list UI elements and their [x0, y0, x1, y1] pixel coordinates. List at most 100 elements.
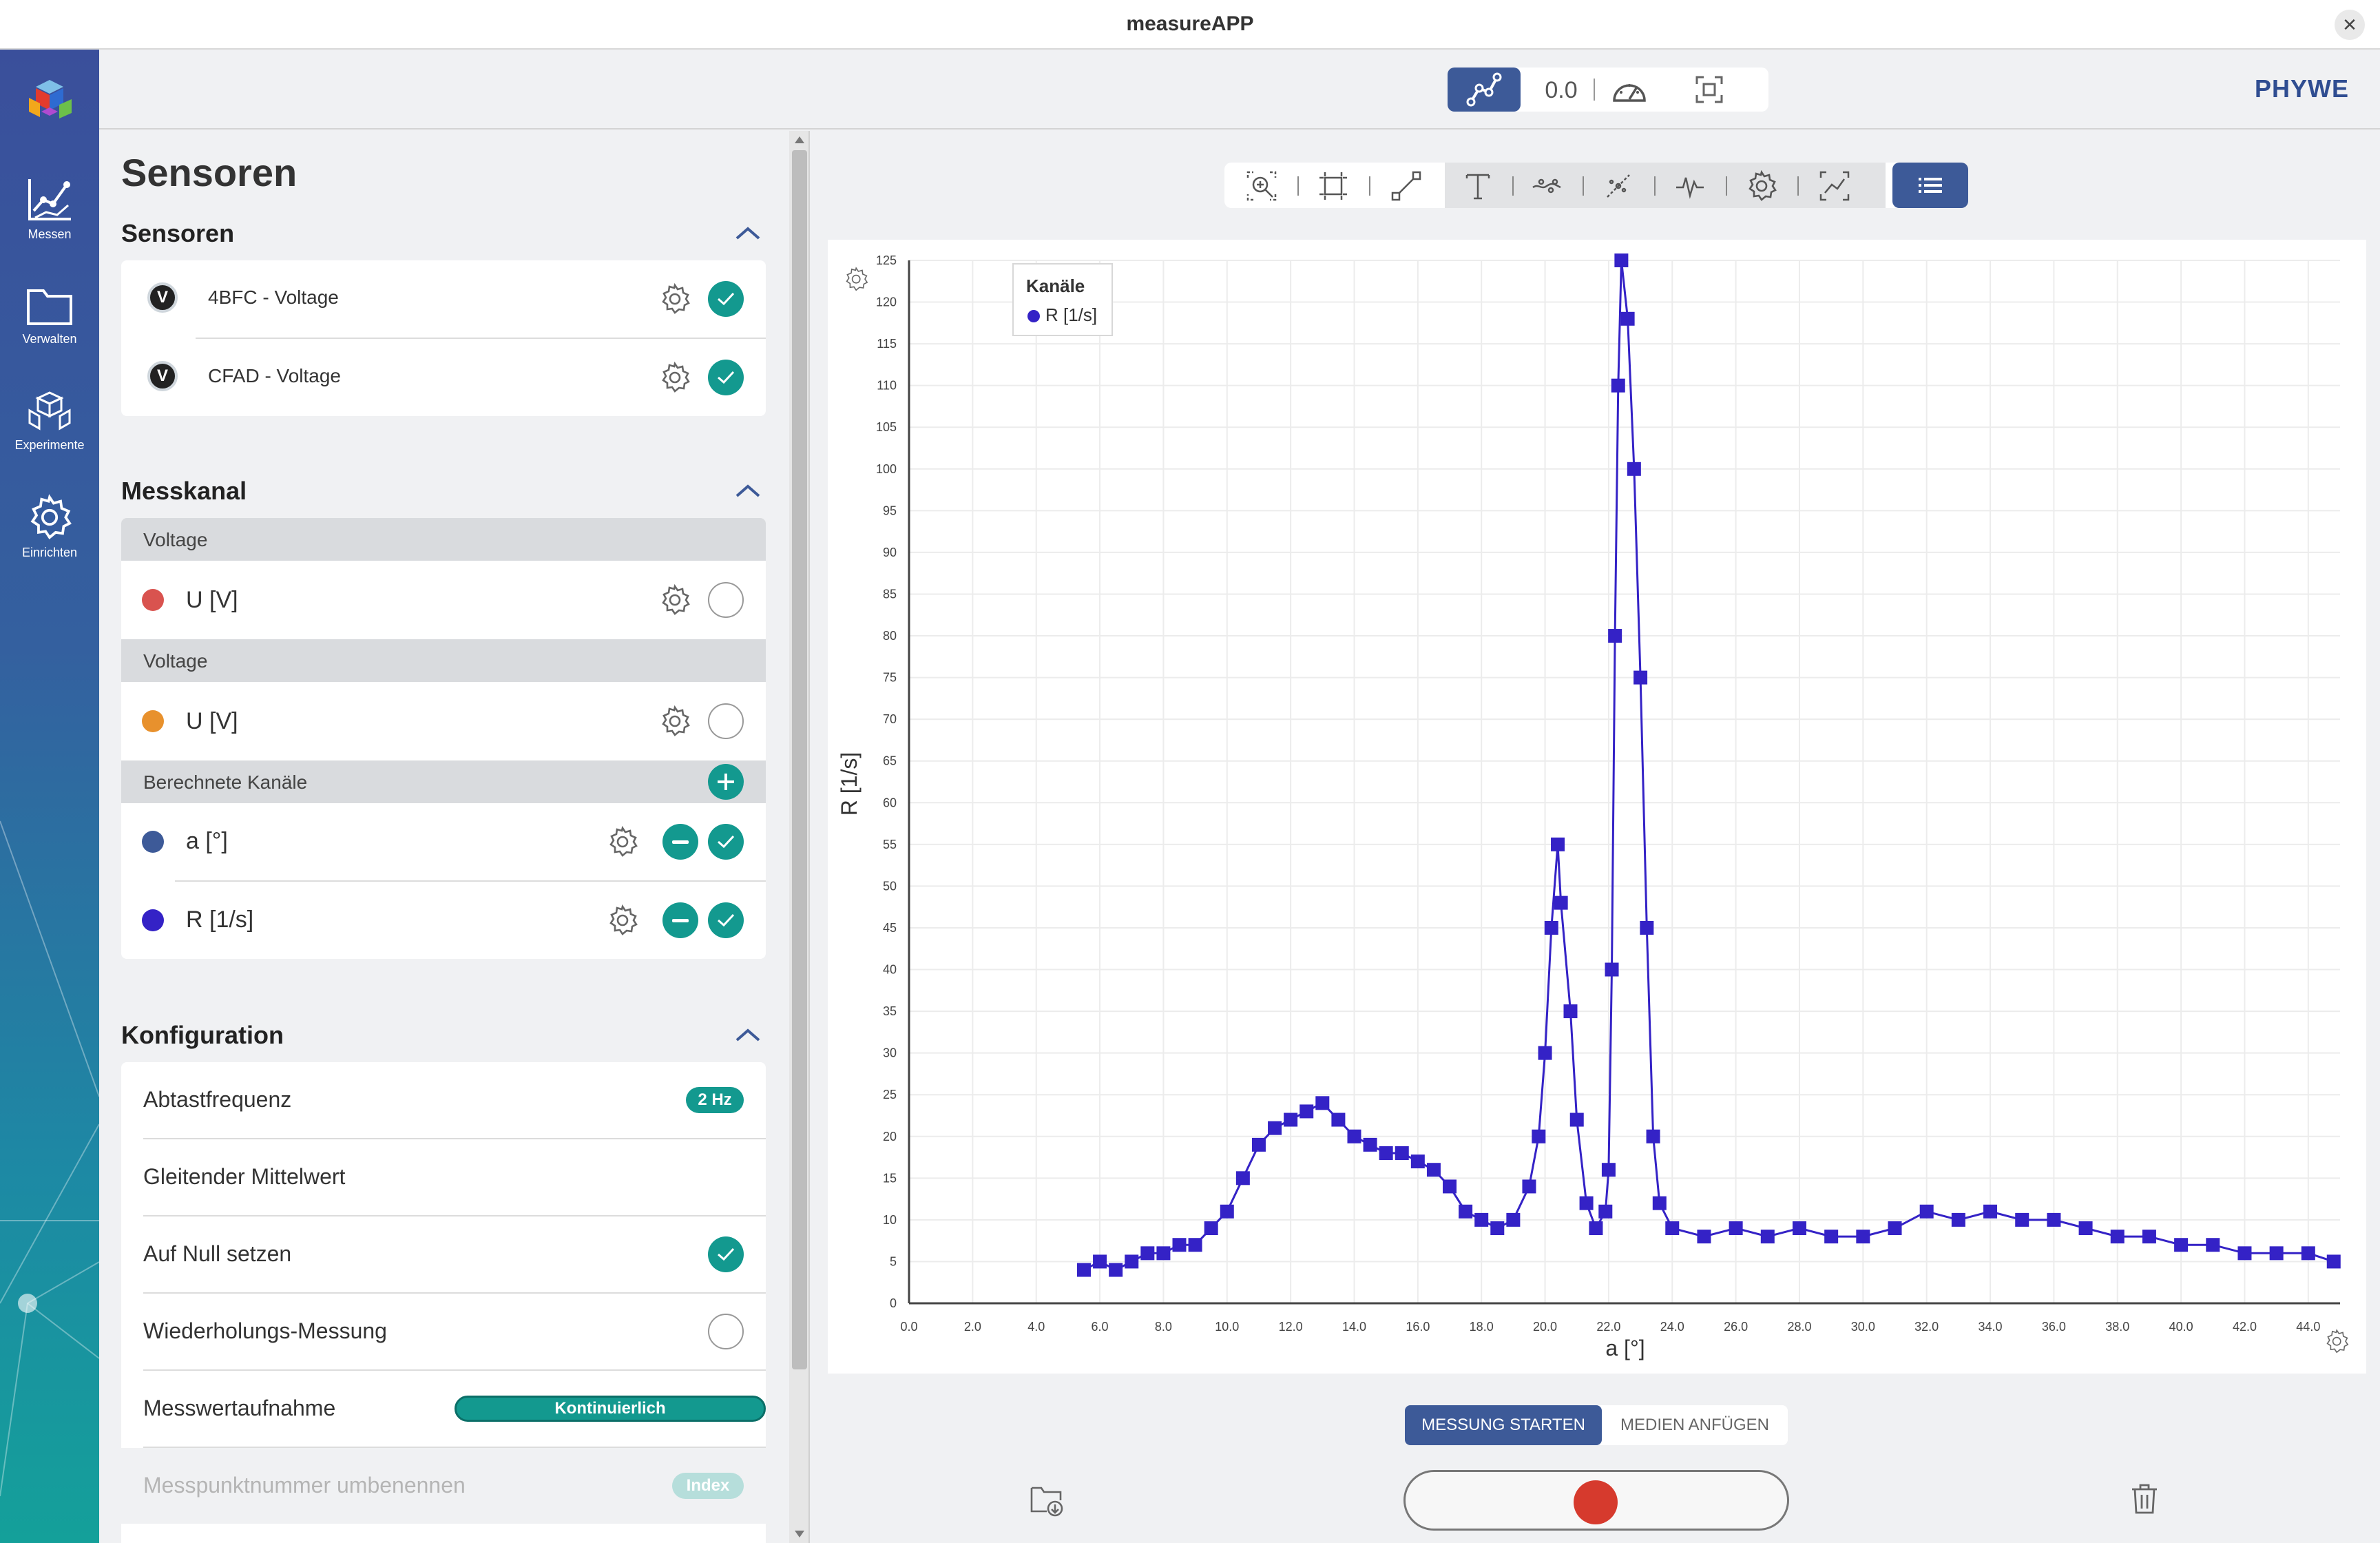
sensor-row[interactable]: V CFAD - Voltage	[121, 339, 766, 416]
nav-messen[interactable]: Messen	[0, 175, 99, 265]
tangent-icon[interactable]	[1602, 169, 1635, 203]
channel-row[interactable]: U [V]	[121, 682, 766, 760]
scatter-chart[interactable]: 0 5 10 15 20 25 30 35 40 45 50 55 60 65 70 75 80 85 90 95 10…	[828, 240, 2366, 1374]
config-row-messwertaufnahme[interactable]: Messwertaufnahme Kontinuierlich	[121, 1371, 766, 1447]
select-area-icon[interactable]	[1317, 169, 1350, 203]
scroll-down-icon[interactable]	[795, 1531, 804, 1537]
brand-logo: PHYWE	[2255, 74, 2350, 103]
channel-enabled-check[interactable]	[708, 824, 744, 860]
y-tick-label: 85	[883, 587, 897, 601]
config-row-wiederholung[interactable]: Wiederholungs-Messung	[121, 1294, 766, 1369]
remove-channel-button[interactable]	[662, 824, 698, 860]
data-point	[1522, 1179, 1536, 1194]
computed-channels-label: Berechnete Kanäle	[143, 772, 308, 793]
signal-icon[interactable]	[1673, 169, 1706, 203]
fullscreen-icon[interactable]	[1694, 74, 1724, 105]
data-point	[1251, 1137, 1266, 1152]
settings-gear-icon[interactable]	[658, 583, 691, 617]
settings-gear-icon[interactable]	[606, 825, 639, 858]
sensor-type-badge: V	[147, 361, 178, 391]
config-row-nullsetzen[interactable]: Auf Null setzen	[121, 1216, 766, 1292]
y-tick-label: 5	[890, 1254, 897, 1268]
x-tick-label: 26.0	[1724, 1320, 1748, 1334]
sensor-row[interactable]: V 4BFC - Voltage	[121, 260, 766, 338]
graph-view-button[interactable]	[1448, 68, 1521, 112]
nav-einrichten[interactable]: Einrichten	[0, 493, 99, 583]
data-point	[1569, 1112, 1584, 1127]
sensor-enabled-check[interactable]	[708, 281, 744, 317]
settings-gear-icon[interactable]	[606, 904, 639, 937]
save-to-folder-icon[interactable]	[1029, 1481, 1065, 1517]
x-tick-label: 8.0	[1155, 1320, 1172, 1334]
record-button[interactable]	[1403, 1470, 1789, 1531]
zero-enabled-check[interactable]	[708, 1236, 744, 1272]
settings-gear-icon[interactable]	[658, 705, 691, 738]
acquisition-mode-badge[interactable]: Kontinuierlich	[455, 1396, 766, 1422]
chevron-up-icon[interactable]	[733, 223, 763, 242]
sensor-enabled-check[interactable]	[708, 360, 744, 395]
title-bar: measureAPP ✕	[0, 0, 2380, 50]
data-point	[1951, 1212, 1965, 1227]
channel-row[interactable]: R [1/s]	[121, 882, 766, 959]
config-list: Abtastfrequenz 2 Hz Gleitender Mittelwer…	[121, 1062, 766, 1543]
chart-settings-gear-icon[interactable]	[1745, 169, 1778, 203]
toolbar-divider	[1297, 176, 1299, 196]
channel-name: U [V]	[186, 708, 238, 734]
autoscale-icon[interactable]	[1818, 169, 1851, 203]
data-point	[1605, 962, 1619, 977]
data-point	[2047, 1212, 2061, 1227]
mode-switch: MESSUNG STARTEN MEDIEN ANFÜGEN	[1405, 1405, 1788, 1445]
fit-curve-icon[interactable]	[1530, 169, 1563, 203]
close-icon[interactable]: ✕	[2335, 10, 2365, 40]
gauge-icon[interactable]	[1609, 74, 1650, 105]
settings-gear-icon[interactable]	[658, 361, 691, 394]
y-tick-label: 75	[883, 671, 897, 685]
y-tick-label: 115	[877, 337, 897, 351]
data-point	[1532, 1129, 1546, 1143]
scrollbar-thumb[interactable]	[792, 150, 807, 1369]
channel-enable-toggle[interactable]	[708, 582, 744, 618]
add-channel-button[interactable]	[708, 764, 744, 800]
settings-gear-icon[interactable]	[658, 282, 691, 315]
line-tool-icon[interactable]	[1390, 169, 1423, 203]
scroll-up-icon[interactable]	[795, 136, 804, 143]
data-point	[1611, 378, 1625, 393]
zoom-in-icon[interactable]	[1245, 169, 1278, 203]
panel-scrollbar[interactable]	[789, 131, 810, 1543]
config-row-abtastfrequenz[interactable]: Abtastfrequenz 2 Hz	[121, 1062, 766, 1138]
channel-row[interactable]: U [V]	[121, 561, 766, 639]
remove-channel-button[interactable]	[662, 902, 698, 938]
data-point	[1093, 1254, 1107, 1269]
channel-enabled-check[interactable]	[708, 902, 744, 938]
digital-value-button[interactable]: 0.0	[1545, 77, 1578, 103]
nav-verwalten[interactable]: Verwalten	[0, 284, 99, 373]
repeat-toggle[interactable]	[708, 1314, 744, 1349]
index-badge: Index	[672, 1473, 744, 1499]
config-row-mittelwert[interactable]: Gleitender Mittelwert	[121, 1139, 766, 1215]
trash-icon[interactable]	[2127, 1481, 2162, 1517]
x-axis-settings-gear-icon[interactable]	[2326, 1329, 2349, 1354]
data-point	[1598, 1204, 1613, 1219]
y-axis-settings-gear-icon[interactable]	[846, 267, 868, 291]
chart-area[interactable]: 0 5 10 15 20 25 30 35 40 45 50 55 60 65 70 75 80 85 90 95 10…	[828, 240, 2366, 1374]
sample-rate-badge[interactable]: 2 Hz	[686, 1087, 744, 1113]
chevron-up-icon[interactable]	[733, 1025, 763, 1044]
channel-row[interactable]: a [°]	[121, 803, 766, 880]
y-tick-label: 105	[876, 420, 897, 434]
cubes-icon	[28, 391, 71, 431]
data-point	[1474, 1212, 1489, 1227]
chevron-up-icon[interactable]	[733, 481, 763, 500]
nav-label-messen: Messen	[28, 227, 72, 241]
text-tool-icon[interactable]	[1461, 169, 1494, 203]
data-point	[1919, 1204, 1934, 1219]
channel-list-toggle[interactable]	[1892, 163, 1968, 208]
attach-media-tab[interactable]: MEDIEN ANFÜGEN	[1620, 1416, 1770, 1434]
x-tick-label: 36.0	[2042, 1320, 2066, 1334]
start-measurement-tab[interactable]: MESSUNG STARTEN	[1405, 1405, 1602, 1445]
channel-group-header: Voltage	[121, 639, 766, 682]
data-point	[1551, 837, 1565, 851]
nav-experimente[interactable]: Experimente	[0, 390, 99, 479]
data-point	[1156, 1246, 1171, 1261]
channel-enable-toggle[interactable]	[708, 703, 744, 739]
x-tick-label: 42.0	[2233, 1320, 2257, 1334]
